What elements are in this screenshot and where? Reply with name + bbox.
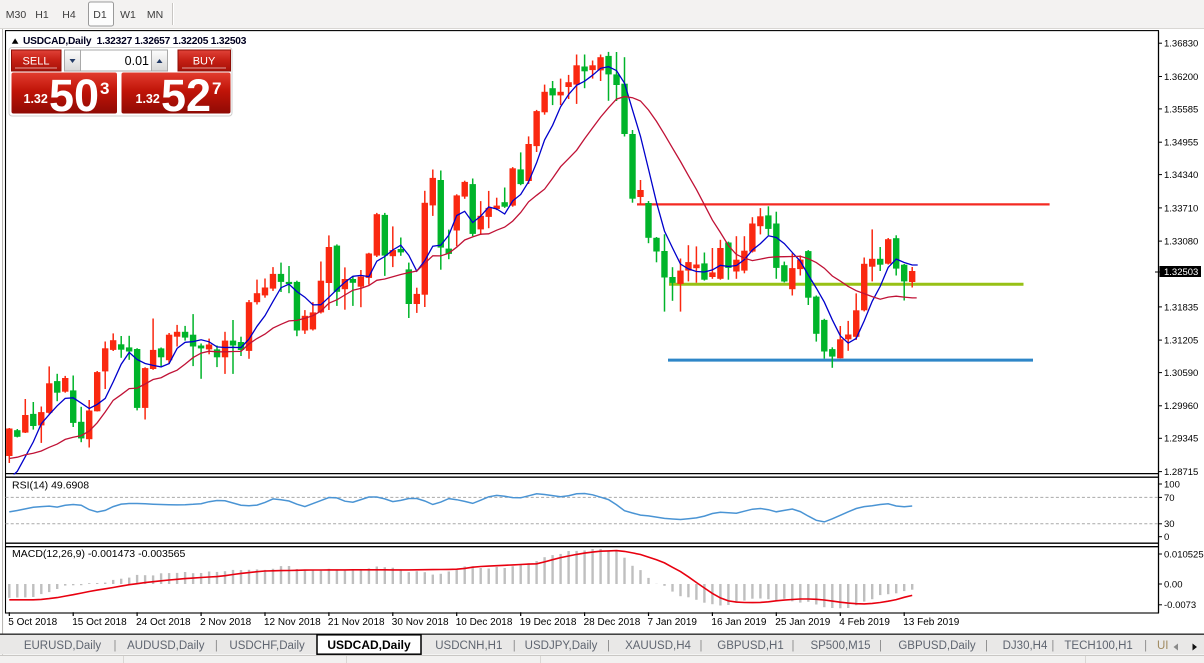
svg-text:1.35585: 1.35585: [1164, 104, 1198, 115]
svg-text:10 Dec 2018: 10 Dec 2018: [456, 617, 513, 628]
svg-text:M30: M30: [6, 9, 27, 21]
svg-text:4 Feb 2019: 4 Feb 2019: [839, 617, 890, 628]
svg-text:13 Feb 2019: 13 Feb 2019: [903, 617, 960, 628]
svg-text:1.32: 1.32: [24, 92, 48, 106]
svg-text:H1: H1: [35, 9, 49, 21]
svg-text:1.33710: 1.33710: [1164, 203, 1198, 214]
svg-text:16 Jan 2019: 16 Jan 2019: [711, 617, 766, 628]
svg-text:-0.0073: -0.0073: [1164, 600, 1196, 611]
svg-text:USDCAD,Daily 1.32327 1.32657: USDCAD,Daily 1.32327 1.32657 1.32205 1.3…: [23, 36, 247, 47]
svg-text:0: 0: [1164, 532, 1169, 543]
svg-text:25 Jan 2019: 25 Jan 2019: [775, 617, 830, 628]
svg-text:|: |: [700, 640, 703, 652]
svg-text:28 Dec 2018: 28 Dec 2018: [584, 617, 641, 628]
svg-text:SELL: SELL: [23, 56, 50, 68]
svg-text:|: |: [215, 640, 218, 652]
svg-text:|: |: [513, 640, 516, 652]
svg-text:|: |: [879, 640, 882, 652]
svg-text:1.34955: 1.34955: [1164, 138, 1198, 149]
svg-text:1.36200: 1.36200: [1164, 72, 1198, 83]
svg-text:24 Oct 2018: 24 Oct 2018: [136, 617, 191, 628]
svg-text:12 Nov 2018: 12 Nov 2018: [264, 617, 321, 628]
svg-text:0.00: 0.00: [1164, 579, 1183, 590]
svg-text:1.31205: 1.31205: [1164, 336, 1198, 347]
svg-text:1.31835: 1.31835: [1164, 302, 1198, 313]
svg-text:1.29960: 1.29960: [1164, 401, 1198, 412]
svg-text:30 Nov 2018: 30 Nov 2018: [392, 617, 449, 628]
svg-text:|: |: [985, 640, 988, 652]
svg-text:XAUUSD,H4: XAUUSD,H4: [625, 640, 691, 652]
svg-text:1.33080: 1.33080: [1164, 237, 1198, 248]
svg-text:50: 50: [49, 70, 99, 121]
svg-text:100: 100: [1164, 479, 1180, 490]
svg-text:1.34340: 1.34340: [1164, 170, 1198, 181]
svg-text:D1: D1: [93, 9, 107, 21]
svg-text:|: |: [114, 640, 117, 652]
svg-text:3: 3: [100, 79, 109, 98]
svg-text:|: |: [792, 640, 795, 652]
svg-text:70: 70: [1164, 493, 1175, 504]
svg-text:SP500,M15: SP500,M15: [810, 640, 870, 652]
svg-text:MACD(12,26,9) -0.001473 -0.003: MACD(12,26,9) -0.001473 -0.003565: [12, 548, 186, 560]
svg-text:7: 7: [212, 79, 221, 98]
svg-text:2 Nov 2018: 2 Nov 2018: [200, 617, 252, 628]
svg-text:GBPUSD,H1: GBPUSD,H1: [717, 640, 783, 652]
svg-text:UI: UI: [1157, 640, 1169, 652]
svg-text:1.30590: 1.30590: [1164, 368, 1198, 379]
svg-text:7 Jan 2019: 7 Jan 2019: [648, 617, 698, 628]
svg-text:19 Dec 2018: 19 Dec 2018: [520, 617, 577, 628]
svg-text:|: |: [1051, 640, 1054, 652]
svg-text:30: 30: [1164, 519, 1175, 530]
svg-text:1.28715: 1.28715: [1164, 467, 1198, 478]
svg-text:RSI(14) 49.6908: RSI(14) 49.6908: [12, 480, 89, 492]
svg-text:5 Oct 2018: 5 Oct 2018: [8, 617, 57, 628]
svg-text:0.01: 0.01: [125, 54, 149, 68]
svg-text:52: 52: [161, 70, 211, 121]
svg-text:15 Oct 2018: 15 Oct 2018: [72, 617, 127, 628]
svg-text:|: |: [607, 640, 610, 652]
svg-text:MN: MN: [147, 9, 163, 21]
svg-text:BUY: BUY: [193, 56, 216, 68]
svg-text:USDCAD,Daily: USDCAD,Daily: [327, 638, 411, 652]
svg-text:1.36830: 1.36830: [1164, 39, 1198, 50]
svg-text:1.32503: 1.32503: [1164, 267, 1198, 278]
svg-text:USDCNH,H1: USDCNH,H1: [435, 640, 502, 652]
svg-text:H4: H4: [62, 9, 76, 21]
svg-text:DJ30,H4: DJ30,H4: [1003, 640, 1048, 652]
svg-text:W1: W1: [120, 9, 136, 21]
svg-text:21 Nov 2018: 21 Nov 2018: [328, 617, 385, 628]
svg-text:TECH100,H1: TECH100,H1: [1064, 640, 1132, 652]
svg-text:1.32: 1.32: [136, 92, 160, 106]
svg-text:USDCHF,Daily: USDCHF,Daily: [229, 640, 305, 652]
svg-text:EURUSD,Daily: EURUSD,Daily: [24, 640, 102, 652]
svg-text:0.010525: 0.010525: [1164, 549, 1204, 560]
svg-text:1.29345: 1.29345: [1164, 434, 1198, 445]
svg-text:GBPUSD,Daily: GBPUSD,Daily: [898, 640, 976, 652]
svg-text:AUDUSD,Daily: AUDUSD,Daily: [127, 640, 205, 652]
svg-text:USDJPY,Daily: USDJPY,Daily: [525, 640, 598, 652]
svg-text:|: |: [1144, 640, 1147, 652]
